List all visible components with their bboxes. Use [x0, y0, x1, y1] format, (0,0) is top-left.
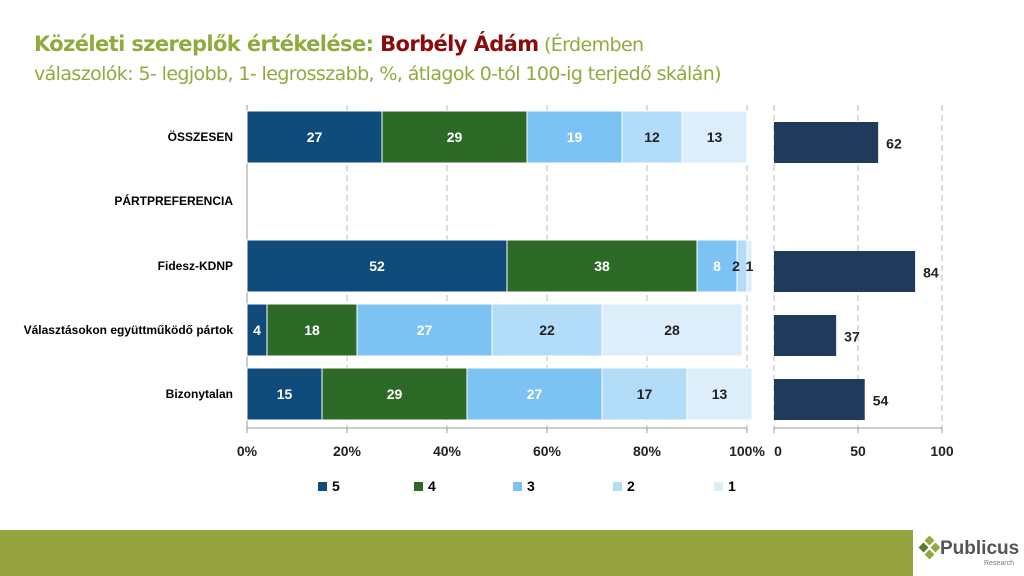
- x-tick-label: 0%: [237, 443, 258, 459]
- data-label: 17: [637, 386, 653, 402]
- avg-bar: [774, 122, 879, 163]
- x-tick-label: 100%: [729, 443, 765, 459]
- data-label: 13: [707, 129, 723, 145]
- bar-segment-2: [601, 367, 688, 421]
- bar-segment-4: [381, 110, 528, 164]
- avg-label: 37: [844, 329, 860, 345]
- data-label: 27: [307, 129, 323, 145]
- data-label: 2: [732, 258, 740, 274]
- bar-segment-4: [321, 367, 468, 421]
- avg-label: 54: [873, 393, 889, 409]
- data-label: 38: [594, 258, 610, 274]
- bar-segment-5: [246, 239, 508, 293]
- legend-label: 3: [527, 478, 535, 494]
- bar-segment-1: [746, 239, 753, 293]
- x-tick-label: 80%: [633, 443, 662, 459]
- category-label: Fidesz-KDNP: [158, 259, 233, 273]
- bar-segment-1: [601, 303, 743, 357]
- title-main: Közéleti szereplők értékelése:: [34, 32, 381, 56]
- data-label: 52: [369, 258, 385, 274]
- data-label: 27: [417, 322, 433, 338]
- data-label: 29: [387, 386, 403, 402]
- logo-icon: [918, 535, 941, 560]
- data-label: 29: [447, 129, 463, 145]
- x-tick-label-right: 50: [850, 443, 866, 459]
- data-label: 4: [253, 322, 261, 338]
- category-label: ÖSSZESEN: [168, 129, 233, 144]
- bar-segment-2: [621, 110, 683, 164]
- bar-segment-3: [466, 367, 603, 421]
- x-tick-label: 60%: [533, 443, 562, 459]
- bar-segment-4: [266, 303, 358, 357]
- data-label: 15: [277, 386, 293, 402]
- publicus-logo: Publicus Research: [918, 535, 1019, 567]
- legend-label: 2: [627, 478, 635, 494]
- legend-swatch-5: [318, 482, 327, 491]
- data-label: 12: [644, 129, 660, 145]
- category-label: PÁRTPREFERENCIA: [114, 193, 233, 208]
- title-subtitle: (Érdemben válaszolók: 5- legjobb, 1- leg…: [34, 34, 722, 85]
- data-label: 28: [664, 322, 680, 338]
- legend-swatch-2: [613, 482, 622, 491]
- avg-bar: [774, 251, 916, 292]
- data-label: 22: [539, 322, 555, 338]
- legend-swatch-4: [414, 482, 423, 491]
- category-label: Bizonytalan: [166, 387, 233, 401]
- x-tick-label: 20%: [333, 443, 362, 459]
- legend-swatch-3: [513, 482, 522, 491]
- logo-text: Publicus: [940, 538, 1020, 559]
- legend-label: 4: [428, 478, 436, 494]
- data-label: 27: [527, 386, 543, 402]
- bar-segment-1: [681, 110, 748, 164]
- data-label: 13: [712, 386, 728, 402]
- bar-segment-5: [246, 110, 383, 164]
- chart-title: Közéleti szereplők értékelése: Borbély Á…: [34, 30, 734, 88]
- avg-label: 84: [923, 265, 939, 281]
- bar-segment-2: [491, 303, 603, 357]
- legend-swatch-1: [714, 482, 723, 491]
- category-label: Választásokon együttműködő pártok: [24, 323, 234, 337]
- avg-bar: [774, 379, 865, 420]
- logo-subtext: Research: [984, 560, 1014, 567]
- bar-segment-3: [356, 303, 493, 357]
- x-tick-label-right: 100: [930, 443, 954, 459]
- bar-segment-3: [696, 239, 738, 293]
- legend-label: 5: [332, 478, 340, 494]
- data-label: 1: [746, 258, 754, 274]
- data-label: 8: [713, 258, 721, 274]
- x-tick-label-right: 0: [774, 443, 782, 459]
- data-label: 19: [567, 129, 583, 145]
- x-tick-label: 40%: [433, 443, 462, 459]
- bar-segment-5: [246, 367, 323, 421]
- avg-label: 62: [886, 136, 902, 152]
- avg-bar: [774, 315, 837, 356]
- data-label: 18: [304, 322, 320, 338]
- legend-label: 1: [728, 478, 736, 494]
- footer-band: [0, 530, 913, 576]
- title-name: Borbély Ádám: [380, 32, 539, 56]
- bar-segment-1: [686, 367, 753, 421]
